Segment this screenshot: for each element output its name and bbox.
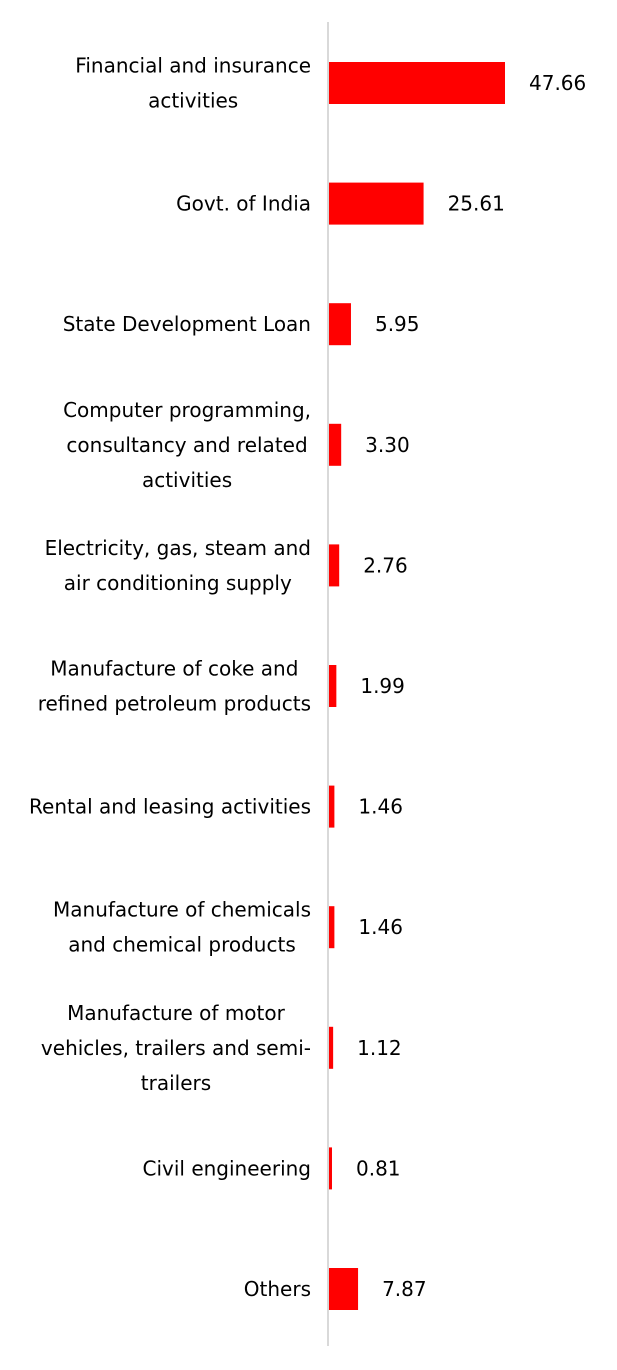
value-label-6: 1.99 (360, 674, 405, 698)
category-label-2: Govt. of India (176, 192, 311, 216)
bar-5 (329, 544, 340, 587)
value-label-8: 1.46 (358, 915, 403, 939)
category-label-4: Computer programming, consultancy and rel… (63, 398, 311, 492)
value-label-11: 7.87 (382, 1277, 427, 1301)
value-label-7: 1.46 (358, 795, 403, 819)
category-label-3: State Development Loan (63, 312, 311, 336)
value-label-10: 0.81 (356, 1156, 401, 1180)
category-label-5: Electricity, gas, steam and air condition… (45, 536, 311, 595)
bar-6 (329, 665, 337, 707)
category-label-10: Civil engineering (143, 1156, 312, 1180)
value-label-3: 5.95 (375, 312, 420, 336)
category-label-9: Manufacture of motor vehicles, trailers a… (41, 1001, 311, 1095)
bar-8 (329, 906, 335, 949)
bar-1 (329, 62, 505, 104)
bar-9 (329, 1026, 334, 1069)
bar-4 (329, 423, 342, 466)
category-label-11: Others (244, 1277, 311, 1301)
category-labels: Financial and insurance activities Govt. o… (29, 54, 311, 1302)
value-label-2: 25.61 (448, 192, 505, 216)
value-label-9: 1.12 (357, 1036, 402, 1060)
bar-7 (329, 785, 335, 828)
bar-11 (329, 1268, 359, 1310)
category-label-8: Manufacture of chemicals and chemical pro… (53, 898, 311, 957)
value-label-1: 47.66 (529, 71, 586, 95)
bar-2 (329, 182, 424, 225)
value-label-5: 2.76 (363, 553, 408, 577)
category-label-6: Manufacture of coke and refined petroleum… (38, 657, 311, 716)
category-label-7: Rental and leasing activities (29, 795, 311, 819)
bar-10 (329, 1147, 332, 1190)
bars-layer (329, 62, 505, 1310)
category-label-1: Financial and insurance activities (75, 54, 311, 113)
value-label-4: 3.30 (365, 433, 410, 457)
bar-3 (329, 303, 351, 346)
value-labels: 47.66 25.61 5.95 3.30 2.76 1.99 1.46 1.46 1.12 0.… (356, 71, 586, 1301)
